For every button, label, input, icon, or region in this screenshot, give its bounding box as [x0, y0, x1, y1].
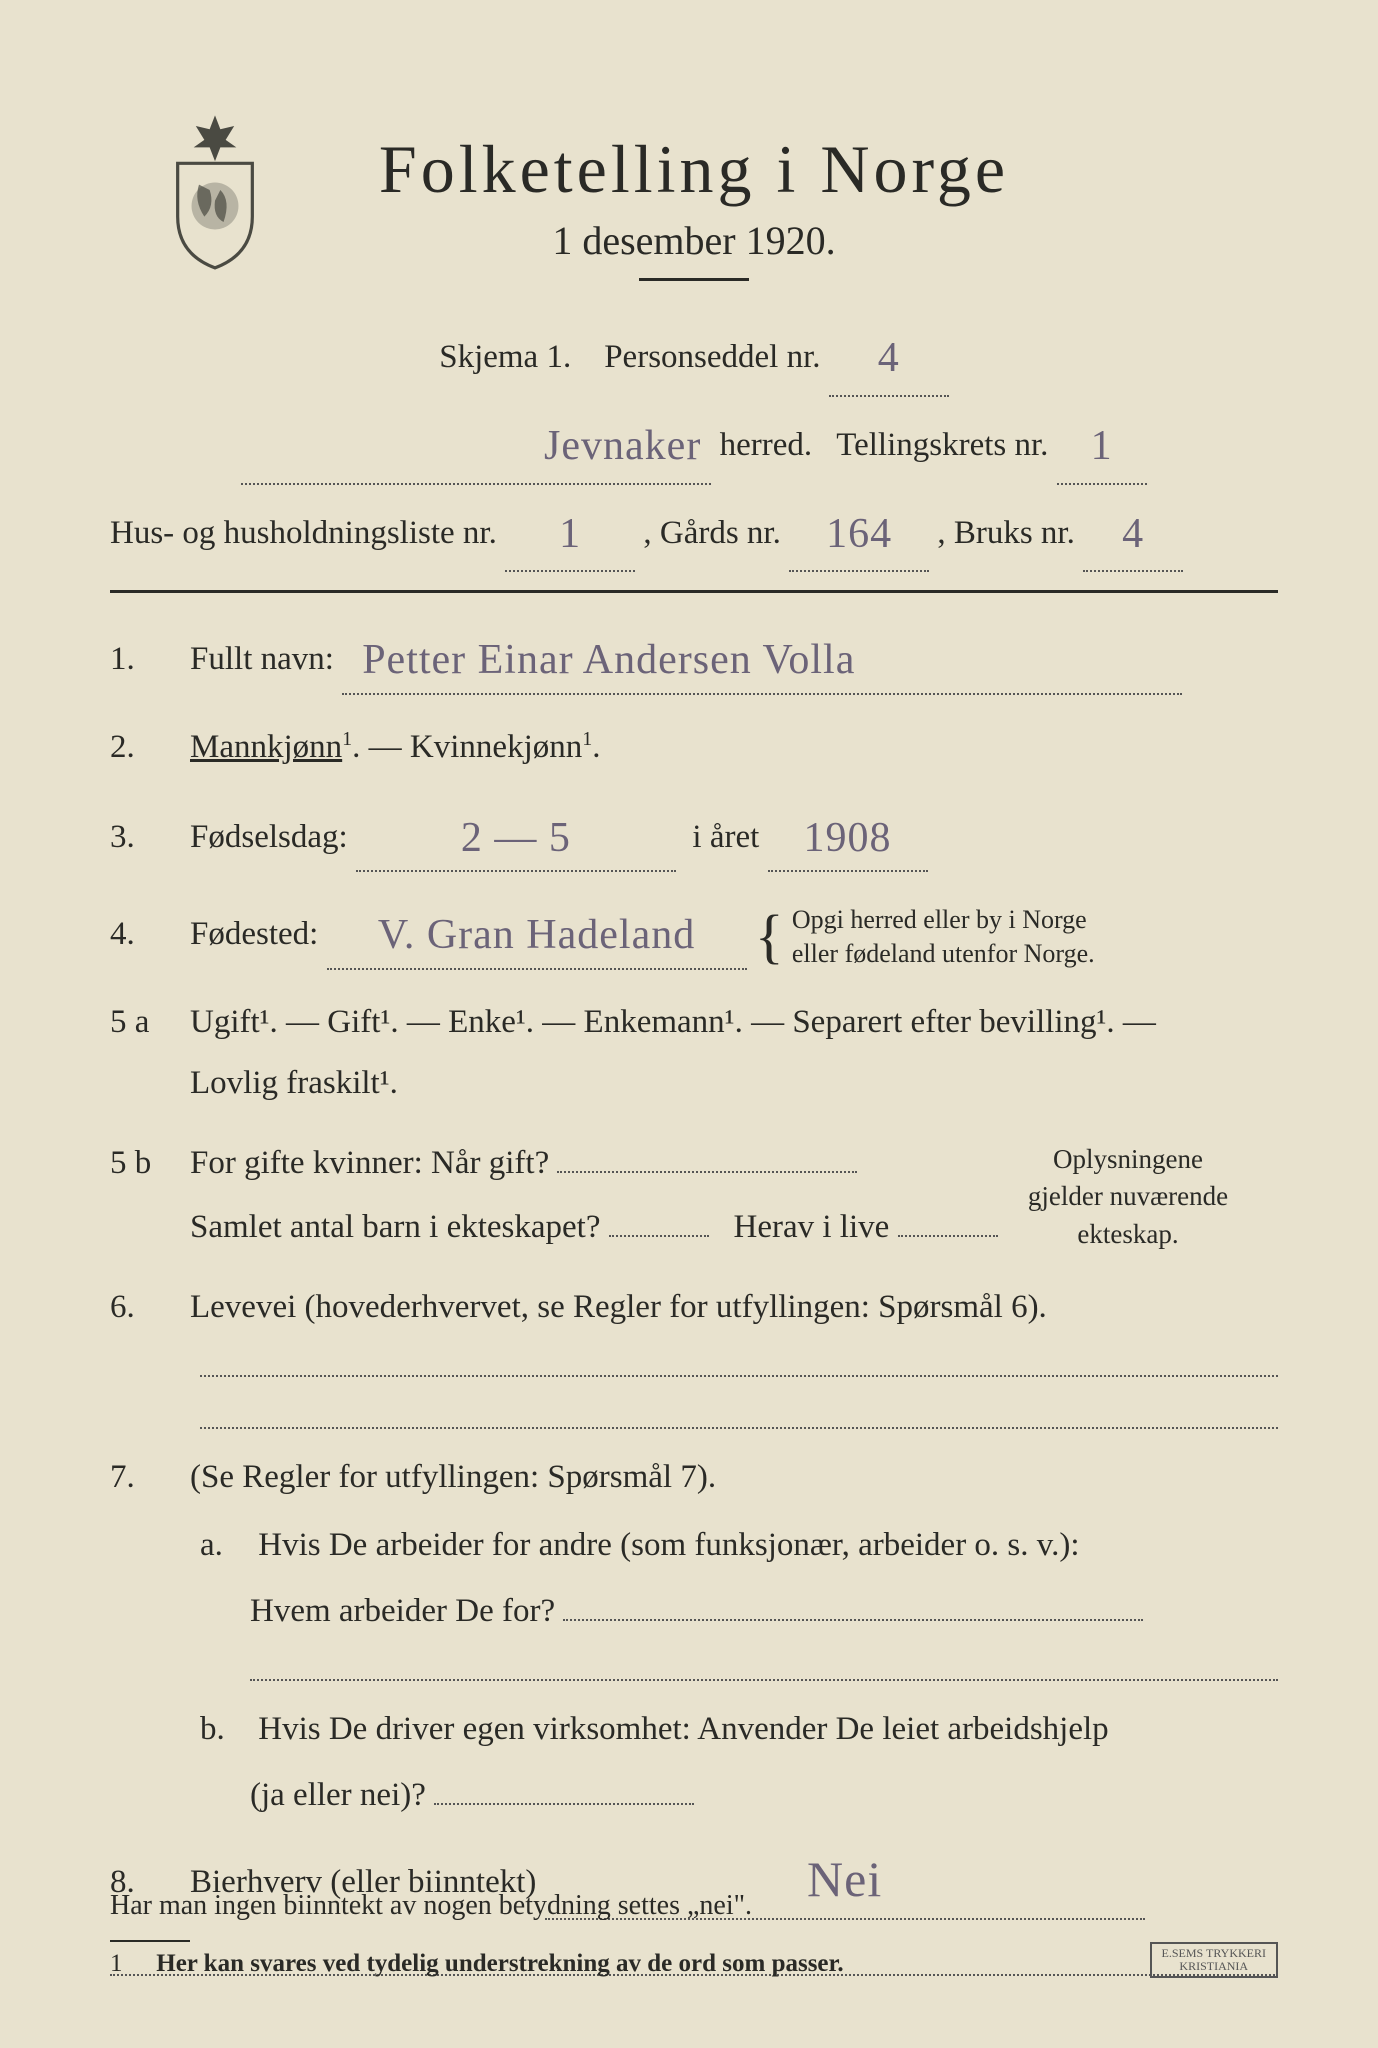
q2-mann: Mannkjønn — [190, 729, 342, 765]
form-id-line: Skjema 1. Personseddel nr. 4 — [110, 315, 1278, 397]
title-date: 1 desember 1920. — [110, 217, 1278, 264]
hus-nr: 1 — [559, 511, 581, 557]
q2-dash: — — [369, 729, 410, 765]
q5a-num: 5 a — [110, 1004, 190, 1041]
herred-label: herred. — [720, 427, 813, 463]
q7a: a. Hvis De arbeider for andre (som funks… — [200, 1517, 1278, 1573]
q5a-row2: Lovlig fraskilt¹. — [110, 1055, 1278, 1111]
personseddel-nr: 4 — [878, 335, 900, 381]
q2-num: 2. — [110, 729, 190, 766]
gards-label: , Gårds nr. — [643, 515, 780, 551]
tellingskrets-label: Tellingskrets nr. — [836, 427, 1048, 463]
q6-dotline2 — [200, 1397, 1278, 1429]
q4-label: Fødested: — [190, 916, 318, 952]
herred-line: Jevnaker herred. Tellingskrets nr. 1 — [110, 403, 1278, 485]
hus-line: Hus- og husholdningsliste nr. 1 , Gårds … — [110, 491, 1278, 573]
q1-num: 1. — [110, 641, 190, 678]
q6-text: Levevei (hovederhvervet, se Regler for u… — [190, 1279, 1278, 1335]
q7b-l2: (ja eller nei)? — [250, 1777, 426, 1813]
q5b-note: Oplysningene gjelder nuværende ekteskap. — [978, 1141, 1278, 1254]
q3-row: 3. Fødselsdag: 2 — 5 i året 1908 — [110, 799, 1278, 872]
q5a-text2: Lovlig fraskilt¹. — [190, 1055, 1278, 1111]
q7a-l2: Hvem arbeider De for? — [250, 1593, 555, 1629]
q6-dotline1 — [200, 1345, 1278, 1377]
q2-sup1: 1 — [342, 728, 352, 750]
q3-day: 2 — 5 — [461, 815, 571, 861]
q3-num: 3. — [110, 819, 190, 856]
q2-row: 2. Mannkjønn1. — Kvinnekjønn1. — [110, 719, 1278, 775]
q6-num: 6. — [110, 1289, 190, 1326]
q7b-letter: b. — [200, 1701, 250, 1757]
footer-line1: Har man ingen biinntekt av nogen betydni… — [110, 1890, 1278, 1922]
q1-row: 1. Fullt navn: Petter Einar Andersen Vol… — [110, 621, 1278, 694]
q5a-text: Ugift¹. — Gift¹. — Enke¹. — Enkemann¹. —… — [190, 994, 1278, 1050]
q4-value: V. Gran Hadeland — [378, 912, 695, 958]
bruks-nr: 4 — [1122, 511, 1144, 557]
q3-year: 1908 — [804, 815, 892, 861]
q6-row: 6. Levevei (hovederhvervet, se Regler fo… — [110, 1279, 1278, 1335]
coat-of-arms-icon — [160, 110, 270, 270]
q4-note: Opgi herred eller by i Norge eller fødel… — [792, 903, 1132, 971]
q7-row: 7. (Se Regler for utfyllingen: Spørsmål … — [110, 1449, 1278, 1505]
q7-num: 7. — [110, 1459, 190, 1496]
title-main: Folketelling i Norge — [110, 130, 1278, 209]
q7b-l1: Hvis De driver egen virksomhet: Anvender… — [258, 1711, 1108, 1747]
q5b-l1a: For gifte kvinner: Når gift? — [190, 1145, 549, 1181]
q4-num: 4. — [110, 916, 190, 953]
q5b-num: 5 b — [110, 1145, 190, 1182]
q2-sup2: 1 — [582, 728, 592, 750]
q7b-l2-row: (ja eller nei)? — [200, 1767, 1278, 1823]
q4-row: 4. Fødested: V. Gran Hadeland { Opgi her… — [110, 896, 1278, 970]
q5a-row: 5 a Ugift¹. — Gift¹. — Enke¹. — Enkemann… — [110, 994, 1278, 1050]
bruks-label: , Bruks nr. — [937, 515, 1075, 551]
herred-value: Jevnaker — [544, 423, 701, 469]
header: Folketelling i Norge 1 desember 1920. — [110, 130, 1278, 281]
printer-stamp: E.SEMS TRYKKERI KRISTIANIA — [1150, 1942, 1278, 1978]
census-form-page: Folketelling i Norge 1 desember 1920. Sk… — [0, 0, 1378, 2048]
q7a-letter: a. — [200, 1517, 250, 1573]
q7a-dotline — [250, 1649, 1278, 1681]
gards-nr: 164 — [826, 511, 892, 557]
q1-label: Fullt navn: — [190, 641, 334, 677]
q7a-l2-row: Hvem arbeider De for? — [200, 1583, 1278, 1639]
hus-label: Hus- og husholdningsliste nr. — [110, 515, 497, 551]
footnote-rule — [110, 1940, 190, 1942]
q1-value: Petter Einar Andersen Volla — [362, 637, 855, 683]
personseddel-label: Personseddel nr. — [604, 339, 820, 375]
footer: Har man ingen biinntekt av nogen betydni… — [110, 1874, 1278, 1978]
q7b: b. Hvis De driver egen virksomhet: Anven… — [200, 1701, 1278, 1757]
title-divider — [639, 278, 749, 281]
brace-icon: { — [755, 904, 784, 970]
q3-label: Fødselsdag: — [190, 819, 348, 855]
q5b-l2b: Herav i live — [734, 1209, 890, 1245]
section-divider — [110, 590, 1278, 593]
q5b-l2a: Samlet antal barn i ekteskapet? — [190, 1209, 601, 1245]
q7-text: (Se Regler for utfyllingen: Spørsmål 7). — [190, 1449, 1278, 1505]
q3-year-label: i året — [692, 819, 759, 855]
q5b-block: Oplysningene gjelder nuværende ekteskap.… — [110, 1135, 1278, 1255]
q7a-l1: Hvis De arbeider for andre (som funksjon… — [258, 1527, 1079, 1563]
footnote-text: Her kan svares ved tydelig understreknin… — [156, 1950, 843, 1977]
footnote-num: 1 — [110, 1950, 150, 1978]
skjema-label: Skjema 1. — [439, 339, 571, 375]
q2-kvinne: Kvinnekjønn — [410, 729, 582, 765]
tellingskrets-nr: 1 — [1091, 423, 1113, 469]
